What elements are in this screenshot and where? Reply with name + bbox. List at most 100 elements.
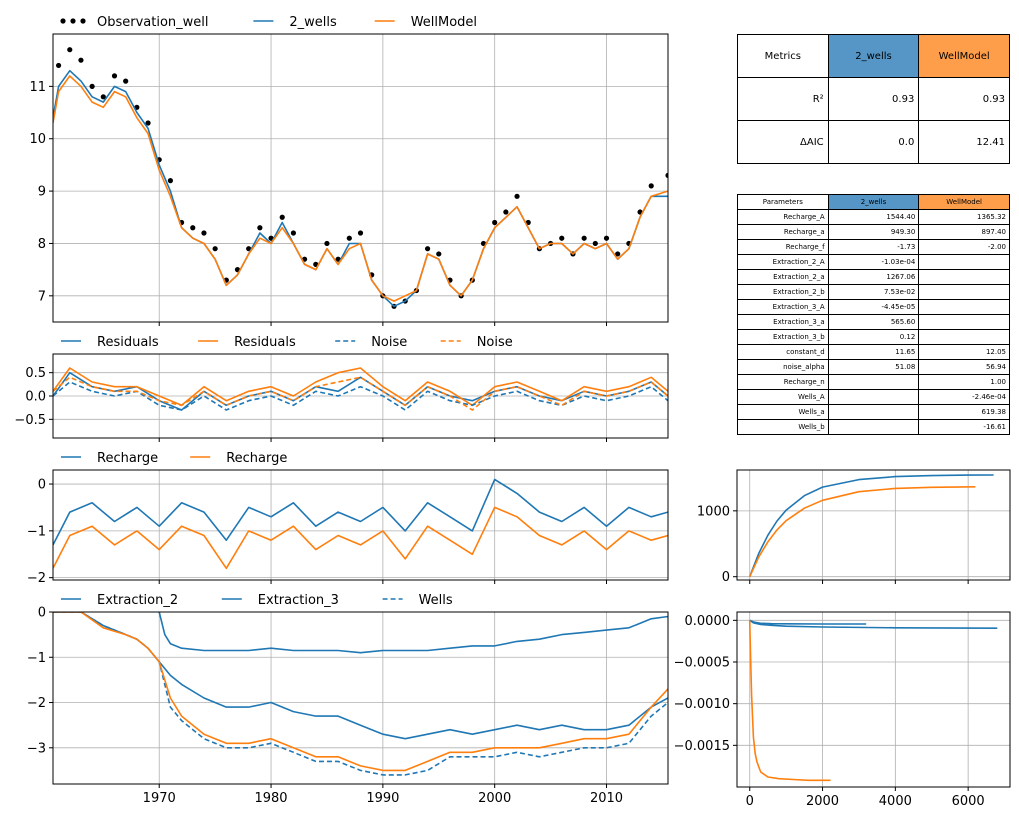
metrics-row: ΔAIC 0.0 12.41	[737, 120, 1010, 164]
parameters-row: Recharge_f -1.73 -2.00	[737, 239, 1010, 255]
extraction-step-response-ytick-label: −0.0015	[674, 739, 730, 754]
extraction-xtick-label: 2010	[590, 791, 623, 806]
residuals-series-line-3	[53, 376, 668, 411]
parameters-cell	[827, 389, 920, 405]
simulation-point	[67, 47, 73, 53]
parameters-row: Recharge_A 1544.40 1365.32	[737, 209, 1010, 225]
recharge-legend-label: Recharge	[226, 451, 287, 466]
recharge-series	[53, 478, 668, 570]
simulation-point	[581, 235, 587, 241]
parameters-cell	[918, 329, 1010, 345]
metrics-header-cell: 2_wells	[827, 34, 920, 78]
parameters-cell: 619.38	[918, 404, 1010, 420]
recharge-step-response-ytick-label: 1000	[697, 504, 730, 519]
simulation-panel	[49, 18, 669, 326]
recharge-step-response-ytick-label: 0	[722, 570, 730, 585]
extraction-step-response-xtick-label: 0	[746, 794, 754, 809]
parameters-header-row: Parameters 2_wells WellModel	[737, 194, 1010, 210]
parameters-cell	[918, 299, 1010, 315]
simulation-series-line-2	[53, 75, 668, 302]
simulation-point	[167, 178, 174, 184]
recharge-series-line-1	[53, 506, 668, 570]
simulation-ytick-label: 7	[38, 289, 46, 304]
parameters-row: Wells_b -16.61	[737, 419, 1010, 435]
parameters-cell: Recharge_n	[737, 374, 829, 390]
parameters-row: Extraction_3_a 565.60	[737, 314, 1010, 330]
parameters-cell	[918, 284, 1010, 300]
simulation-point	[592, 240, 598, 247]
extraction-step-response-xtick-label: 6000	[952, 794, 985, 809]
extraction-ytick-label: 0	[38, 606, 46, 621]
residuals-ytick-label: 0.5	[25, 366, 46, 381]
extraction-step-response-xtick-label: 4000	[879, 794, 912, 809]
simulation-point	[514, 193, 520, 199]
parameters-cell: Recharge_a	[737, 224, 829, 240]
extraction-xtick-label: 1990	[366, 791, 399, 806]
metrics-cell: 0.0	[827, 120, 920, 164]
residuals-series-line-2	[53, 381, 668, 411]
extraction-xtick-label: 2000	[478, 791, 511, 806]
simulation-point	[212, 246, 218, 252]
extraction-step-response-frame	[736, 611, 1011, 788]
simulation-point	[55, 62, 62, 69]
parameters-row: Wells_a 619.38	[737, 404, 1010, 420]
parameters-row: Extraction_3_A -4.45e-05	[737, 299, 1010, 315]
recharge-ytick-label: −1	[27, 524, 46, 539]
parameters-cell	[918, 269, 1010, 285]
parameters-cell	[918, 314, 1010, 330]
extraction-legend-label: Extraction_2	[97, 593, 178, 608]
parameters-header-cell: WellModel	[918, 194, 1010, 210]
parameters-cell: 1267.06	[827, 269, 920, 285]
parameters-cell: constant_d	[737, 344, 829, 360]
extraction-ytick-label: −3	[27, 741, 46, 756]
parameters-cell: Extraction_2_b	[737, 284, 829, 300]
parameters-cell: 1544.40	[827, 209, 920, 225]
parameters-cell: -4.45e-05	[827, 299, 920, 315]
metrics-header-cell: Metrics	[737, 34, 829, 78]
extraction-step-response-panel	[733, 611, 1011, 791]
parameters-row: constant_d 11.65 12.05	[737, 344, 1010, 360]
parameters-cell: Extraction_3_b	[737, 329, 829, 345]
extraction-panel	[49, 598, 669, 788]
parameters-cell: Recharge_f	[737, 239, 829, 255]
parameters-header-cell: Parameters	[737, 194, 829, 210]
recharge-step-response-series-line-1	[748, 486, 976, 578]
parameters-cell: 1.00	[918, 374, 1010, 390]
extraction-xtick-label: 1980	[254, 791, 287, 806]
parameters-cell: 565.60	[827, 314, 920, 330]
parameters-cell: 51.08	[827, 359, 920, 375]
simulation-point	[279, 214, 285, 220]
parameters-cell: 7.53e-02	[827, 284, 920, 300]
recharge-frame	[52, 469, 669, 581]
simulation-point	[201, 230, 207, 236]
simulation-legend-label: WellModel	[411, 15, 477, 30]
parameters-cell: 1365.32	[918, 209, 1010, 225]
extraction-series	[53, 612, 668, 776]
metrics-cell: 0.93	[918, 77, 1010, 121]
simulation-point	[123, 78, 129, 84]
parameters-cell: 949.30	[827, 224, 920, 240]
recharge-ytick-label: −2	[27, 571, 46, 586]
simulation-point	[145, 120, 151, 126]
extraction-step-response-series-line-2	[748, 620, 831, 782]
parameters-cell: Wells_b	[737, 419, 829, 435]
parameters-row: Wells_A -2.46e-04	[737, 389, 1010, 405]
simulation-point	[503, 209, 509, 215]
extraction-series-line-2	[53, 612, 668, 776]
simulation-series	[53, 47, 668, 309]
parameters-table: Parameters 2_wells WellModel Recharge_A 1544…	[737, 194, 1010, 435]
parameters-cell: -1.73	[827, 239, 920, 255]
simulation-point	[424, 246, 431, 252]
simulation-point	[615, 251, 621, 257]
recharge-ytick-label: 0	[38, 478, 46, 493]
metrics-row: R² 0.93 0.93	[737, 77, 1010, 121]
residuals-legend-label: Noise	[477, 335, 513, 350]
simulation-point	[603, 235, 610, 241]
extraction-series-line-3	[53, 612, 668, 772]
extraction-step-response-ytick-label: −0.0005	[674, 656, 730, 671]
parameters-header-cell: 2_wells	[827, 194, 920, 210]
recharge-step-response-frame	[736, 469, 1011, 581]
simulation-series-line-1	[53, 69, 668, 308]
parameters-cell: Extraction_3_a	[737, 314, 829, 330]
metrics-header-row: Metrics 2_wells WellModel	[737, 34, 1010, 78]
